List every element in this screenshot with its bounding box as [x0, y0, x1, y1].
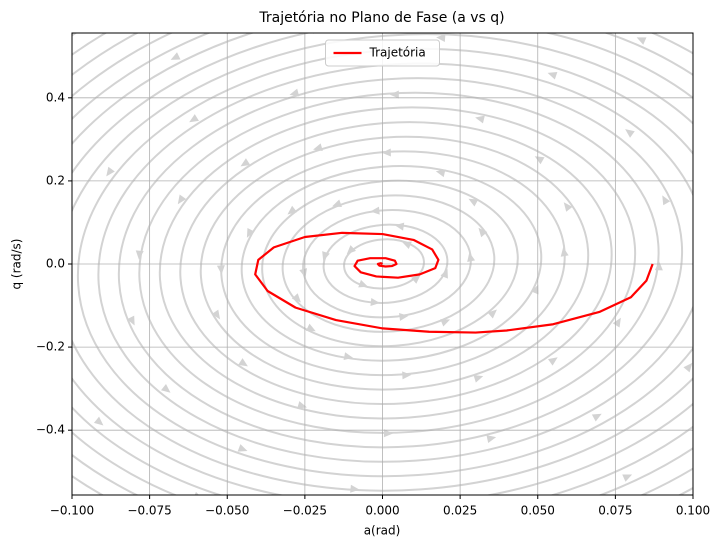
stream-arrow: [440, 319, 451, 327]
stream-arrow: [381, 148, 391, 157]
stream-arrow: [289, 88, 300, 97]
stream-arrow: [170, 52, 181, 60]
stream-arrow: [389, 90, 399, 99]
stream-arrow: [435, 169, 446, 178]
streamline: [240, 165, 543, 362]
stream-arrow: [238, 358, 248, 367]
y-tick-label: 0.4: [46, 90, 65, 104]
x-tick-label: 0.000: [365, 504, 399, 518]
stream-arrow: [211, 309, 221, 320]
stream-arrow: [240, 158, 251, 167]
streamline: [199, 135, 590, 391]
streamline: [72, 33, 693, 492]
stream-arrow: [411, 274, 421, 284]
stream-arrow: [322, 251, 330, 261]
x-tick-label: −0.050: [205, 504, 249, 518]
stream-arrow: [160, 383, 171, 393]
stream-arrow: [216, 265, 225, 275]
y-tick-label: 0.0: [46, 257, 65, 271]
stream-arrow: [287, 205, 298, 215]
y-tick-label: 0.2: [46, 173, 65, 187]
trajectory-line: [254, 231, 654, 334]
stream-arrow: [436, 34, 446, 42]
stream-arrow: [189, 114, 199, 123]
legend-label: Trajetória: [369, 46, 426, 60]
y-tick-label: −0.2: [36, 340, 65, 354]
x-tick-label: 0.050: [521, 504, 555, 518]
stream-arrow: [547, 71, 558, 80]
streamline: [138, 91, 660, 434]
stream-arrow: [591, 413, 602, 422]
stream-arrow: [467, 252, 476, 262]
stream-arrow: [475, 115, 485, 124]
stream-arrow: [560, 247, 569, 257]
stream-arrow: [358, 279, 369, 288]
stream-arrow: [370, 206, 380, 215]
stream-arrow: [193, 491, 203, 495]
stream-arrow: [625, 129, 635, 138]
stream-arrow: [370, 298, 380, 306]
stream-arrow: [612, 317, 621, 328]
y-axis-label: q (rad/s): [10, 239, 24, 290]
x-tick-label: 0.025: [443, 504, 477, 518]
streamline: [117, 77, 684, 449]
stream-arrow: [683, 362, 693, 373]
stream-arrow: [135, 250, 144, 260]
stream-arrow: [468, 198, 479, 207]
stream-arrow: [305, 323, 316, 332]
stream-arrow: [402, 241, 412, 250]
x-tick-label: −0.100: [50, 504, 94, 518]
stream-arrow: [487, 309, 497, 319]
stream-arrow: [350, 484, 360, 493]
chart-title: Trajetória no Plano de Fase (a vs q): [258, 10, 504, 26]
stream-arrow: [313, 143, 323, 152]
stream-arrow: [534, 156, 545, 165]
stream-arrow: [332, 199, 342, 208]
legend: Trajetória: [325, 39, 440, 67]
stream-arrow: [473, 374, 484, 383]
x-tick-label: 0.075: [598, 504, 632, 518]
streamline: [281, 194, 496, 333]
streamline: [158, 106, 637, 420]
stream-arrow: [383, 429, 393, 438]
stream-arrow: [478, 227, 488, 238]
stream-arrow: [291, 293, 301, 303]
stream-arrow: [106, 166, 115, 177]
stream-arrow: [127, 315, 135, 326]
stream-arrow: [654, 261, 663, 271]
stream-arrow: [237, 444, 248, 452]
stream-arrow: [563, 202, 573, 212]
stream-arrow: [440, 268, 448, 279]
stream-arrow: [548, 357, 558, 366]
stream-arrow: [662, 195, 671, 206]
y-tick-label: −0.4: [36, 423, 65, 437]
stream-arrow: [402, 371, 412, 380]
stream-arrow: [177, 194, 187, 205]
x-tick-label: 0.100: [676, 504, 710, 518]
grid: [71, 33, 694, 495]
stream-arrow: [394, 222, 405, 231]
x-axis-label: a(rad): [364, 524, 401, 538]
x-tick-label: −0.025: [283, 504, 327, 518]
stream-arrow: [399, 312, 409, 321]
stream-arrow: [622, 474, 633, 482]
stream-arrow: [346, 245, 357, 255]
stream-arrow: [531, 284, 539, 295]
streamline: [179, 121, 613, 406]
stream-arrow: [93, 416, 104, 426]
stream-arrow: [343, 352, 354, 361]
plot-lines: [254, 231, 654, 334]
stream-arrow: [246, 227, 255, 238]
legend-box: [325, 39, 440, 67]
stream-arrow: [486, 435, 497, 443]
stream-arrow: [636, 37, 647, 45]
x-tick-label: −0.075: [127, 504, 171, 518]
